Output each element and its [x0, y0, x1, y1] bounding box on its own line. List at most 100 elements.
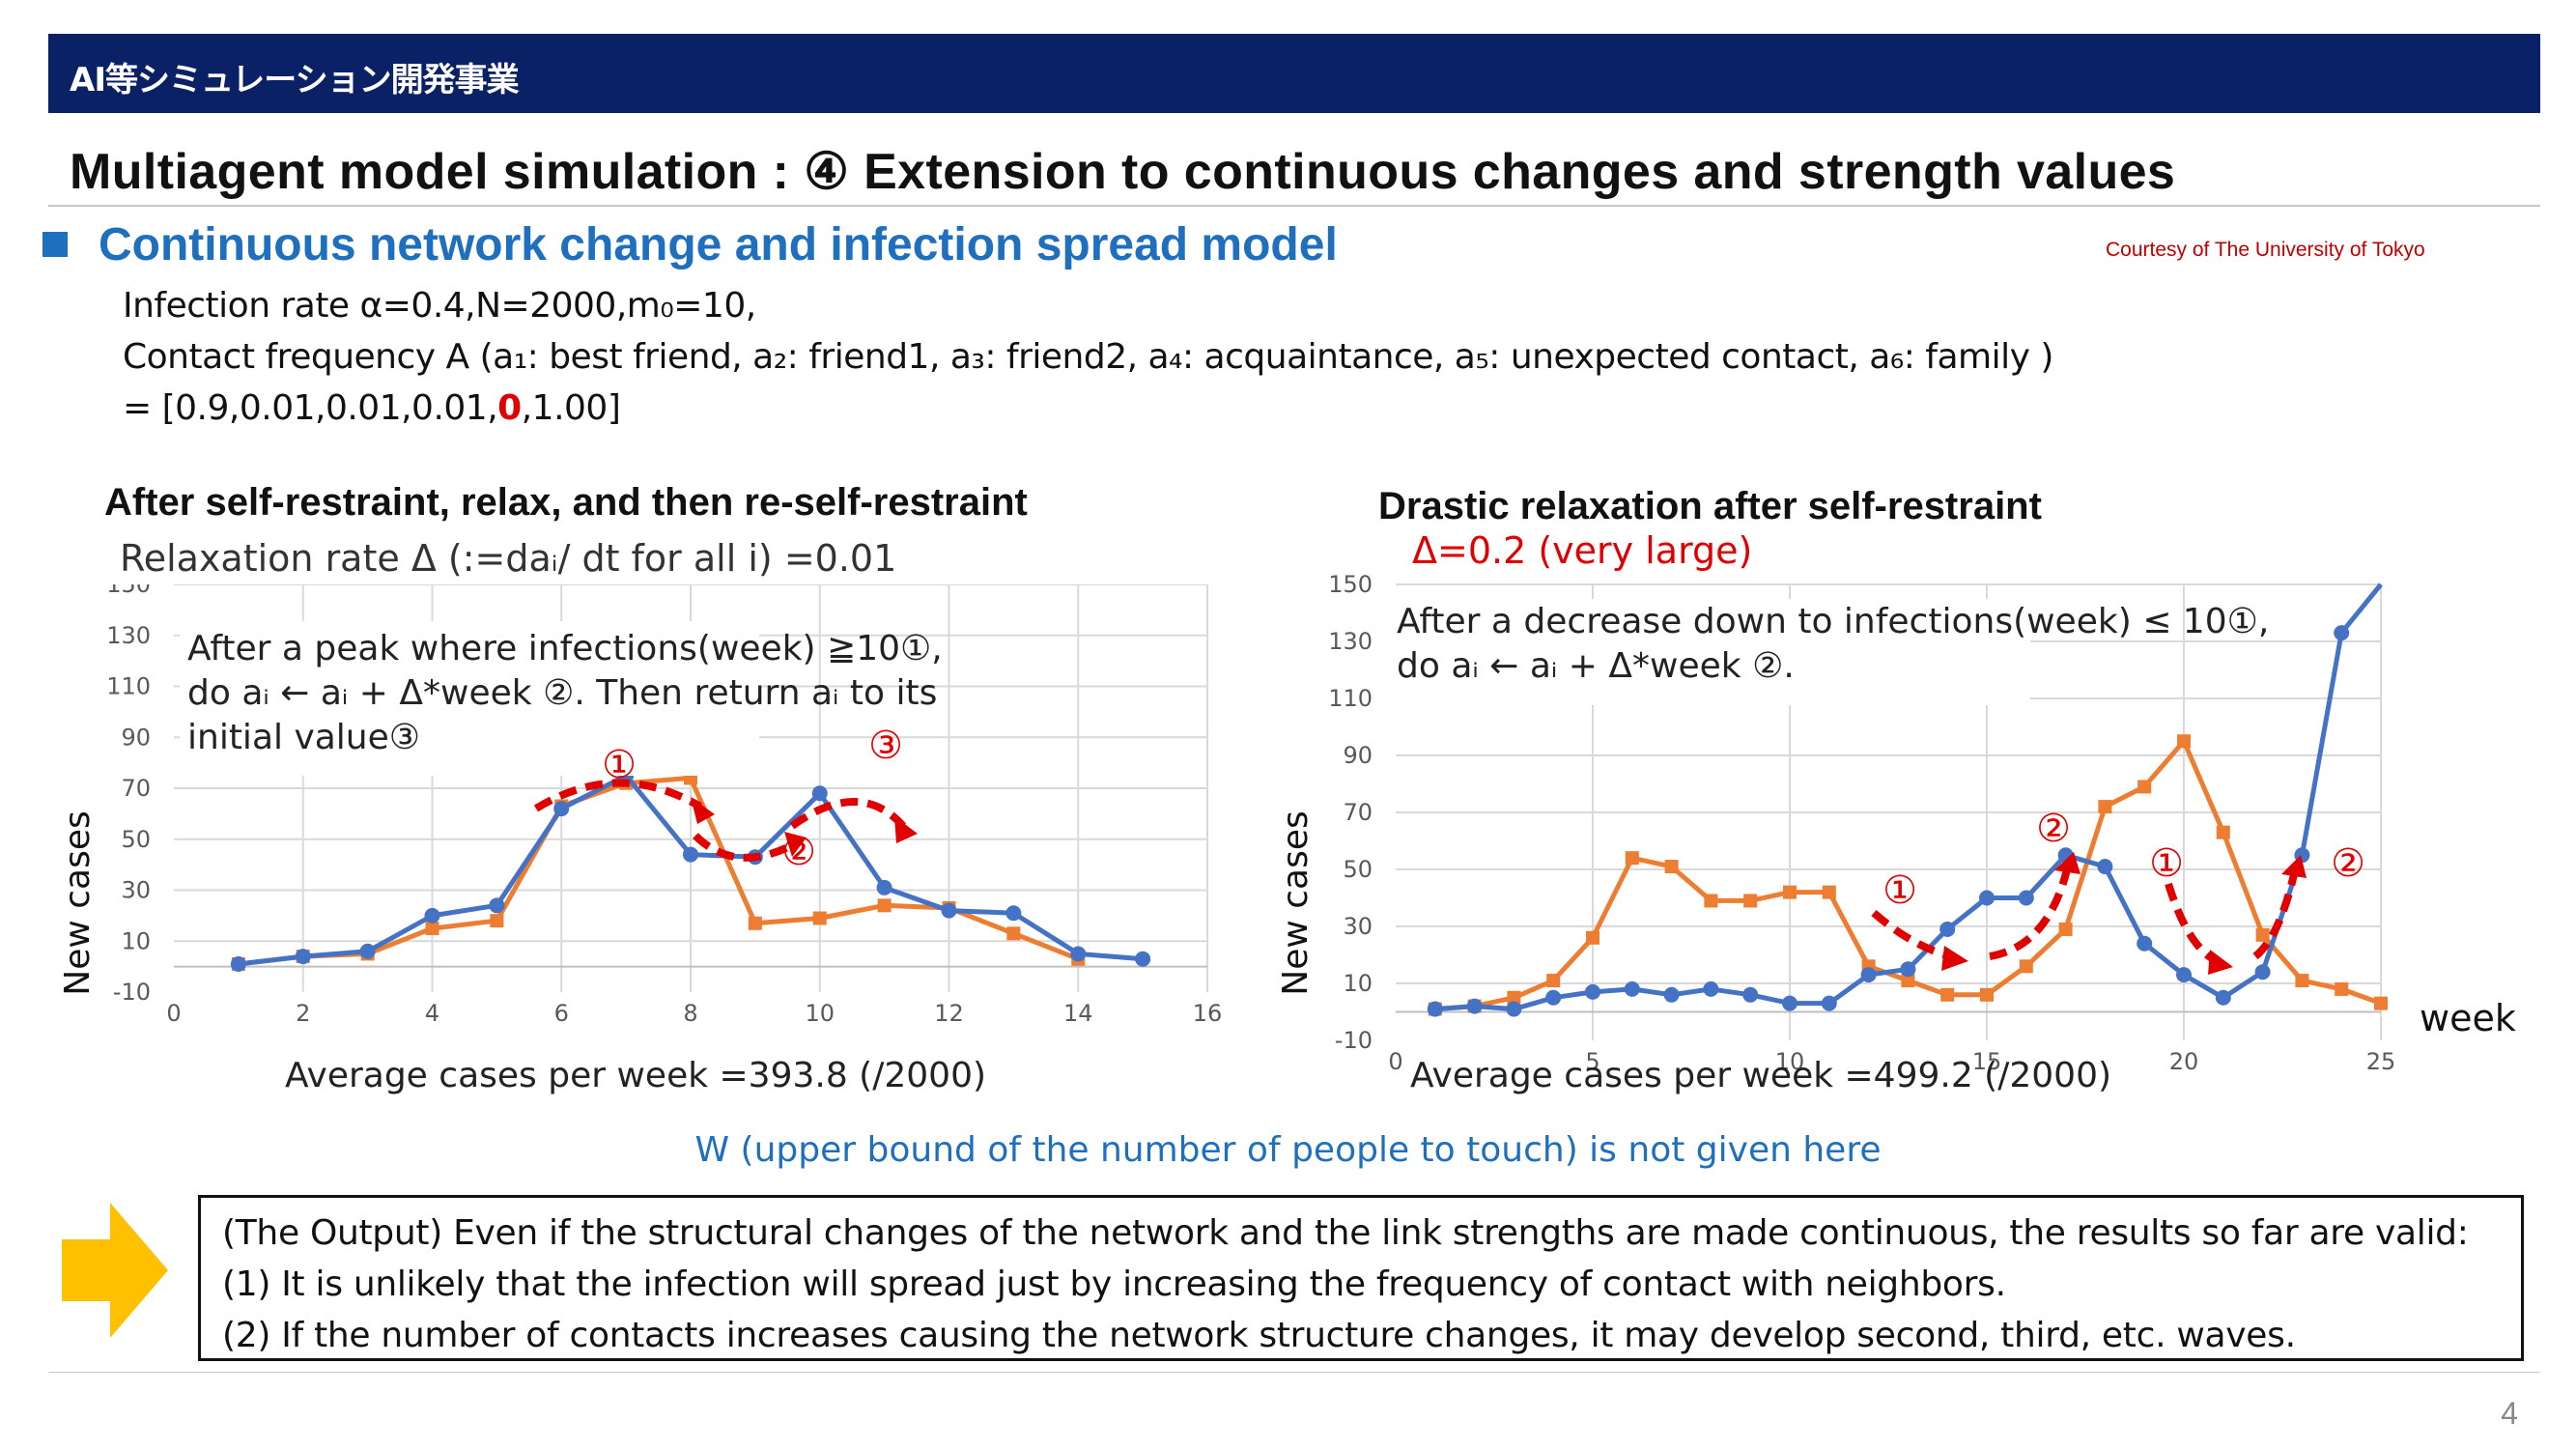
left-chart-footer: Average cases per week =393.8 (/2000) — [285, 1056, 986, 1095]
output-line-1: (The Output) Even if the structural chan… — [222, 1213, 2469, 1253]
right-series-1-point-14 — [1980, 987, 1994, 1002]
left-ytick-4: 70 — [121, 775, 151, 802]
left-series-1-point-12 — [1006, 926, 1021, 941]
left-marker-2: ② — [781, 830, 816, 874]
right-series-0-point-3 — [1545, 989, 1562, 1006]
right-series-1-point-7 — [1704, 894, 1718, 908]
left-series-1-point-10 — [877, 898, 892, 913]
right-annotation-box — [1393, 599, 2030, 705]
right-ytick-4: 70 — [1343, 799, 1373, 826]
left-series-0-point-0 — [230, 955, 246, 972]
right-ytick-2: 30 — [1343, 913, 1373, 940]
right-xtick-5: 25 — [2366, 1048, 2396, 1075]
right-series-0-point-8 — [1742, 986, 1759, 1003]
output-line-3: (2) If the number of contacts increases … — [222, 1316, 2296, 1355]
left-series-0-point-14 — [1135, 951, 1151, 967]
right-xtick-2: 10 — [1775, 1048, 1805, 1075]
left-xtick-0: 0 — [166, 1000, 181, 1027]
right-series-0-point-4 — [1585, 983, 1600, 1000]
right-series-0-point-2 — [1506, 1001, 1522, 1017]
right-series-1-point-16 — [2058, 922, 2073, 936]
param-line-1: Infection rate α=0.4,N=2000,m₀=10, — [123, 286, 756, 326]
right-chart: -10 10 30 50 70 90 110 130 150 0 5 10 15 20 25 New cas… — [1276, 571, 2516, 1095]
left-annotation-line-3: initial value③ — [187, 718, 420, 757]
right-ytick-5: 90 — [1343, 742, 1373, 769]
right-ytick-3: 50 — [1343, 856, 1373, 883]
courtesy-note: Courtesy of The University of Tokyo — [2106, 239, 2425, 261]
right-arrow-2 — [1989, 868, 2071, 960]
left-annotation-box — [180, 621, 759, 776]
right-chart-subtitle: Δ=0.2 (very large) — [1412, 529, 1753, 572]
right-ytick-1: 10 — [1343, 970, 1373, 997]
header-bar — [48, 34, 2540, 113]
left-ytick-3: 50 — [121, 826, 151, 853]
right-chart-ylabel: New cases — [1276, 810, 1316, 995]
right-marker-1: ① — [1882, 868, 1917, 913]
param-line-3-prefix: = [0.9,0.01,0.01,0.01, — [123, 388, 498, 428]
right-xtick-1: 5 — [1585, 1048, 1599, 1075]
right-series-0-point-7 — [1703, 980, 1719, 997]
left-xtick-2: 4 — [425, 1000, 439, 1027]
right-series-1-point-23 — [2335, 981, 2349, 996]
left-chart-subtitle: Relaxation rate Δ (:=daᵢ/ dt for all i) … — [120, 537, 897, 580]
right-series-0-point-11 — [1860, 967, 1877, 983]
right-series-0-point-14 — [1979, 890, 1995, 906]
right-series-0-point-5 — [1624, 980, 1640, 997]
param-line-3-suffix: ,1.00] — [521, 388, 621, 428]
right-red-arrows — [1871, 868, 2298, 965]
left-arrowhead-2 — [784, 832, 807, 857]
left-arrow-heads — [691, 797, 918, 857]
left-series-0-point-9 — [811, 785, 828, 802]
right-series-1-point-8 — [1743, 894, 1758, 908]
page-number: 4 — [2501, 1396, 2518, 1431]
right-series-0-point-17 — [2097, 859, 2113, 875]
right-series-1-point-5 — [1625, 851, 1639, 866]
left-xtick-4: 8 — [683, 1000, 697, 1027]
right-series-1-point-4 — [1586, 930, 1599, 945]
page-title: Multiagent model simulation : ④ Extensio… — [70, 144, 2176, 200]
right-chart-ticks: -10 10 30 50 70 90 110 130 150 0 5 10 15 20 25 — [1328, 571, 2395, 1075]
bullet-square-icon — [42, 232, 68, 257]
right-chart-title: Drastic relaxation after self-restraint — [1378, 485, 2042, 527]
right-series-1-point-15 — [2019, 959, 2033, 974]
right-series-1-point-22 — [2295, 974, 2309, 988]
right-ytick-8: 150 — [1328, 571, 1373, 598]
right-arrow-heads — [1941, 852, 2307, 975]
right-marker-3: ① — [2149, 841, 2184, 886]
left-ytick-0: -10 — [113, 979, 151, 1006]
left-series-0-point-12 — [1005, 905, 1022, 922]
right-series-0-point-20 — [2215, 989, 2231, 1006]
left-chart-title: After self-restraint, relax, and then re… — [104, 481, 1028, 524]
left-chart-series — [230, 767, 1151, 972]
output-line-2: (1) It is unlikely that the infection wi… — [222, 1264, 2006, 1304]
left-series-0-point-4 — [489, 897, 505, 914]
right-series-0-point-18 — [2137, 935, 2153, 952]
right-chart-series — [1427, 582, 2388, 1017]
right-arrowhead-3 — [2208, 950, 2233, 975]
left-annotation-line-1: After a peak where infections(week) ≧10①… — [187, 629, 943, 668]
left-arrow-3 — [789, 798, 906, 830]
left-chart-ticks: -10 10 30 50 70 90 110 130 150 0 2 4 6 8 10 12 14 16 — [106, 584, 1222, 1027]
left-series-0-point-2 — [359, 943, 376, 959]
right-series-0-point-19 — [2176, 967, 2192, 983]
header-title: AI等シミュレーション開発事業 — [70, 61, 520, 99]
right-xtick-4: 20 — [2169, 1048, 2199, 1075]
left-ytick-1: 10 — [121, 927, 151, 954]
left-series-0-point-10 — [876, 879, 892, 895]
title-divider — [48, 205, 2540, 207]
right-series-0-point-21 — [2254, 964, 2271, 980]
left-arrow-1 — [533, 779, 703, 812]
param-line-2: Contact frequency A (a₁: best friend, a₂… — [123, 337, 2053, 377]
right-series-1-point-10 — [1822, 885, 1836, 899]
left-ytick-5: 90 — [121, 724, 151, 751]
right-arrowhead-4 — [2281, 855, 2307, 878]
right-arrow-3 — [2165, 882, 2219, 965]
left-series-1-point-3 — [425, 922, 439, 936]
right-series-0-point-10 — [1821, 995, 1837, 1011]
right-xtick-0: 0 — [1388, 1048, 1402, 1075]
right-series-0-point-15 — [2018, 890, 2034, 906]
right-series-0-point-1 — [1466, 998, 1483, 1014]
left-xtick-7: 14 — [1063, 1000, 1093, 1027]
right-annotation-line-2: do aᵢ ← aᵢ + Δ*week ②. — [1397, 646, 1795, 686]
right-arrowhead-1 — [1941, 946, 1968, 971]
